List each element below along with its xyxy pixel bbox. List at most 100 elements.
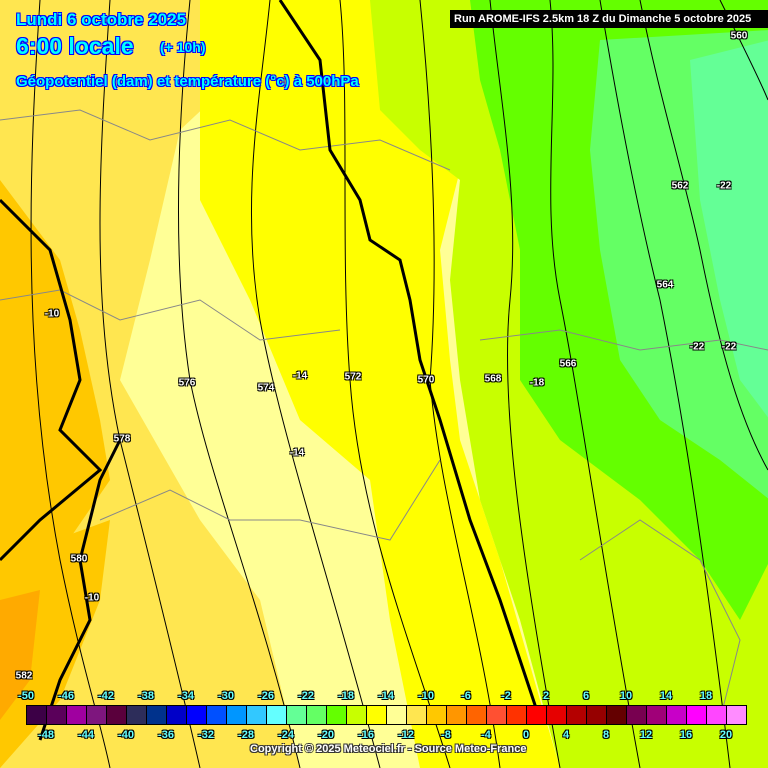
- legend-swatch: [527, 706, 547, 724]
- region-border: [0, 289, 341, 341]
- legend-label: -46: [58, 690, 74, 702]
- legend-swatch: [47, 706, 67, 724]
- contour-label: 564: [656, 279, 674, 291]
- coastline: [0, 198, 103, 562]
- legend-label: 18: [699, 690, 713, 702]
- legend-swatch: [467, 706, 487, 724]
- legend-swatch: [187, 706, 207, 724]
- legend-swatch: [427, 706, 447, 724]
- contour-label: 574: [257, 382, 275, 394]
- legend-label: 4: [562, 729, 570, 741]
- legend-label: 20: [719, 729, 733, 741]
- legend-swatch: [87, 706, 107, 724]
- contour-label: 566: [559, 358, 577, 370]
- contour-label: 562: [671, 180, 689, 192]
- legend-label: -18: [338, 690, 354, 702]
- legend-label: -2: [501, 690, 511, 702]
- legend-swatch: [67, 706, 87, 724]
- legend-swatch: [687, 706, 707, 724]
- legend-swatch: [347, 706, 367, 724]
- contour-572: [339, 0, 451, 768]
- contour-label: -18: [529, 377, 545, 389]
- legend-label: -4: [481, 729, 491, 741]
- contour-label: 572: [344, 371, 362, 383]
- temp-band-yellow: [200, 0, 560, 768]
- legend-swatch: [587, 706, 607, 724]
- legend-label: -30: [218, 690, 234, 702]
- legend-swatch: [627, 706, 647, 724]
- legend-label: 12: [639, 729, 653, 741]
- legend-swatch: [367, 706, 387, 724]
- legend-swatch: [667, 706, 687, 724]
- legend-swatch: [247, 706, 267, 724]
- coastline: [38, 439, 122, 741]
- contour-574: [250, 0, 381, 768]
- legend-swatch: [387, 706, 407, 724]
- legend-label: -38: [138, 690, 154, 702]
- legend-label: -28: [238, 729, 254, 741]
- legend-swatch: [207, 706, 227, 724]
- run-info-banner: Run AROME-IFS 2.5km 18 Z du Dimanche 5 o…: [450, 10, 768, 28]
- contour-566: [549, 0, 641, 768]
- legend-label: -14: [378, 690, 394, 702]
- temp-band-green-pale: [690, 40, 768, 418]
- legend-label: -44: [78, 729, 94, 741]
- temperature-legend-bar: [26, 705, 747, 725]
- copyright: Copyright © 2025 Meteociel.fr - Source M…: [250, 743, 527, 755]
- legend-swatch: [547, 706, 567, 724]
- legend-swatch: [727, 706, 746, 724]
- contour-580: [30, 0, 111, 768]
- region-border: [579, 519, 741, 721]
- contour-label: -22: [716, 180, 732, 192]
- legend-swatch: [487, 706, 507, 724]
- legend-label: -34: [178, 690, 194, 702]
- contour-578: [99, 0, 201, 768]
- legend-label: -36: [158, 729, 174, 741]
- contour-label: -14: [292, 370, 308, 382]
- region-border: [479, 329, 768, 351]
- contour-564: [599, 0, 731, 768]
- legend-label: -42: [98, 690, 114, 702]
- contour-570: [419, 0, 501, 768]
- parameter-title: Géopotentiel (dam) et température (°c) à…: [16, 73, 359, 90]
- contour-label: 570: [417, 374, 435, 386]
- legend-swatch: [27, 706, 47, 724]
- legend-label: 16: [679, 729, 693, 741]
- forecast-date: Lundi 6 octobre 2025: [16, 10, 187, 29]
- legend-swatch: [127, 706, 147, 724]
- legend-label: -22: [298, 690, 314, 702]
- contour-label: 580: [70, 553, 88, 565]
- legend-label: -40: [118, 729, 134, 741]
- legend-label: -48: [38, 729, 54, 741]
- contour-label: -22: [721, 341, 737, 353]
- legend-swatch: [287, 706, 307, 724]
- temp-band-orange-dark: [0, 590, 40, 720]
- contour-label: 578: [113, 433, 131, 445]
- contour-label: -22: [689, 341, 705, 353]
- legend-label: -24: [278, 729, 294, 741]
- legend-swatch: [567, 706, 587, 724]
- legend-swatch: [227, 706, 247, 724]
- legend-swatch: [447, 706, 467, 724]
- contour-label: 560: [730, 30, 748, 42]
- forecast-lead-time: (+ 10h): [160, 39, 206, 55]
- contour-label: -10: [84, 592, 100, 604]
- legend-swatch: [707, 706, 727, 724]
- legend-swatch: [647, 706, 667, 724]
- legend-label: -20: [318, 729, 334, 741]
- legend-label: -26: [258, 690, 274, 702]
- contour-576: [177, 0, 301, 768]
- contour-label: -14: [289, 447, 305, 459]
- country-border: [278, 0, 542, 721]
- legend-swatch: [327, 706, 347, 724]
- legend-swatch: [407, 706, 427, 724]
- contour-label: -10: [44, 308, 60, 320]
- legend-label: -16: [358, 729, 374, 741]
- legend-label: 8: [602, 729, 610, 741]
- legend-swatch: [507, 706, 527, 724]
- legend-label: -12: [398, 729, 414, 741]
- legend-label: -8: [441, 729, 451, 741]
- legend-label: -32: [198, 729, 214, 741]
- legend-label: 14: [659, 690, 673, 702]
